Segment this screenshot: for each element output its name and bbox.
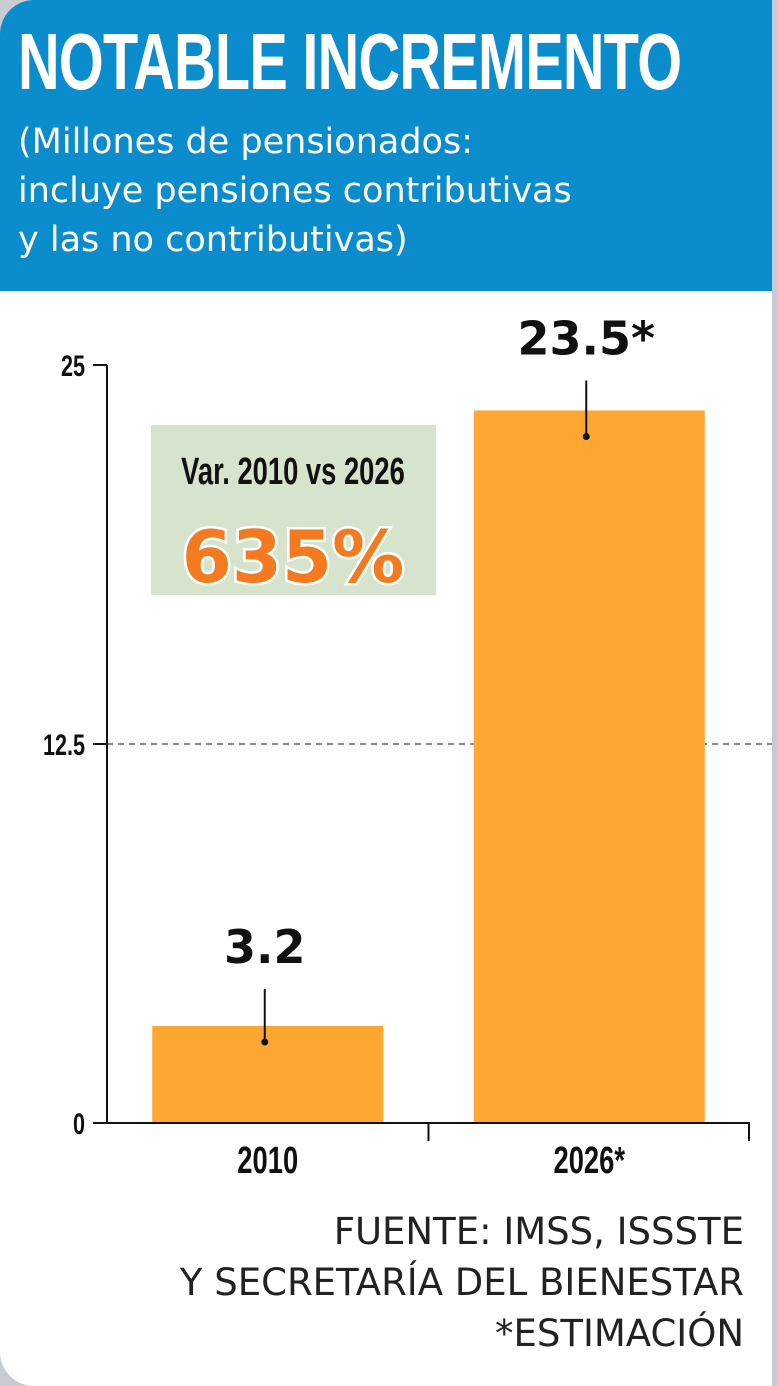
y-tick-label: 12.5 <box>43 727 85 761</box>
source-line: Y SECRETARÍA DEL BIENESTAR <box>179 1261 744 1304</box>
header-banner: NOTABLE INCREMENTO (Millones de pensiona… <box>0 0 772 291</box>
category-label: 2026* <box>553 1140 625 1182</box>
y-tick-label: 0 <box>73 1106 85 1140</box>
subtitle-line: (Millones de pensionados: <box>18 122 473 162</box>
source-note: FUENTE: IMSS, ISSSTE Y SECRETARÍA DEL BI… <box>44 1206 744 1359</box>
category-label: 2010 <box>237 1140 298 1182</box>
callout-dot <box>582 432 590 440</box>
variation-title: Var. 2010 vs 2026 <box>181 451 405 493</box>
variation-box <box>151 425 436 595</box>
subtitle-line: incluye pensiones contributivas <box>18 171 572 211</box>
subtitle-line: y las no contributivas) <box>18 220 408 260</box>
callout-dot <box>261 1038 269 1046</box>
data-label: 23.5* <box>517 311 655 365</box>
subtitle: (Millones de pensionados: incluye pensio… <box>18 118 768 265</box>
data-label: 3.2 <box>224 920 306 974</box>
variation-value: 635% <box>182 515 404 599</box>
source-line: FUENTE: IMSS, ISSSTE <box>333 1210 744 1253</box>
bar <box>473 410 705 1124</box>
source-line: *ESTIMACIÓN <box>494 1312 744 1355</box>
y-tick-label: 25 <box>61 348 85 382</box>
